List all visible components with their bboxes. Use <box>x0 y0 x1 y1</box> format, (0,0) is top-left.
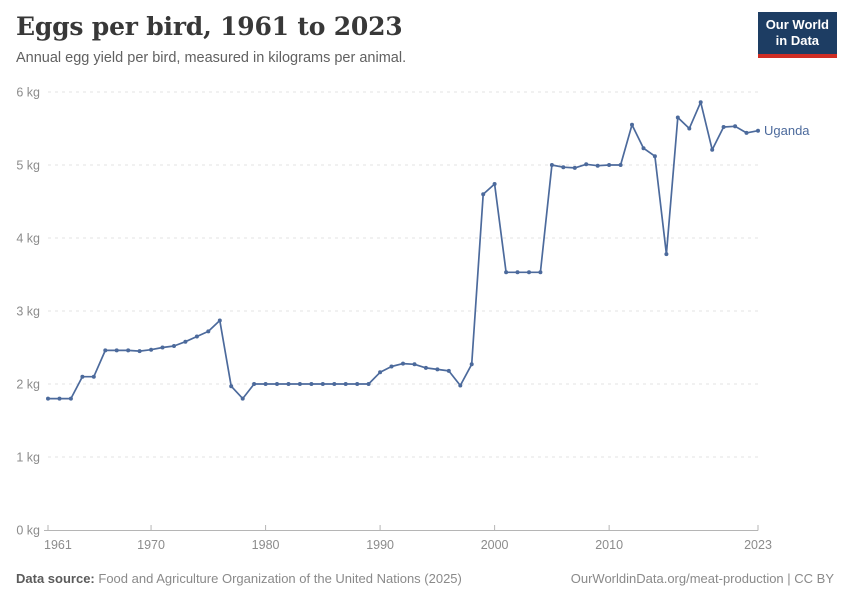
data-point <box>595 163 600 168</box>
x-axis-tick-label: 2000 <box>481 538 509 552</box>
data-point <box>252 382 257 386</box>
data-point <box>160 345 165 350</box>
data-point <box>412 362 417 367</box>
x-axis-tick-label: 2010 <box>595 538 623 552</box>
data-point <box>126 348 131 353</box>
data-point <box>401 361 405 366</box>
data-point <box>458 383 463 388</box>
data-point <box>618 163 623 167</box>
data-source-text: Food and Agriculture Organization of the… <box>98 571 462 586</box>
data-point <box>675 115 680 120</box>
data-point <box>469 362 474 367</box>
data-point <box>46 396 50 401</box>
data-point <box>389 364 394 369</box>
data-point <box>492 182 497 186</box>
chart-header: Eggs per bird, 1961 to 2023 Annual egg y… <box>16 12 750 66</box>
data-point <box>57 396 62 401</box>
data-point <box>733 124 738 129</box>
y-axis-tick-label: 6 kg <box>16 86 40 100</box>
x-axis-tick-label: 1980 <box>252 538 280 552</box>
data-point <box>366 382 371 386</box>
data-point <box>446 368 451 373</box>
y-axis-tick-label: 0 kg <box>16 524 40 538</box>
data-point <box>309 382 314 386</box>
data-point <box>183 339 188 344</box>
data-point <box>240 396 245 401</box>
x-axis-tick-label: 1990 <box>366 538 394 552</box>
data-point <box>343 382 348 386</box>
data-point <box>275 382 279 386</box>
data-point <box>194 334 199 339</box>
data-point <box>286 382 291 386</box>
data-point <box>561 165 566 170</box>
data-source-label: Data source: <box>16 571 95 586</box>
data-point <box>206 329 211 334</box>
data-point <box>572 165 577 170</box>
series-line <box>47 101 759 400</box>
data-point <box>756 128 760 133</box>
data-point <box>68 396 73 401</box>
data-point <box>607 163 612 167</box>
data-point <box>332 382 337 386</box>
data-point <box>320 382 325 386</box>
data-point <box>80 374 85 379</box>
data-point <box>698 100 703 105</box>
data-point <box>149 347 154 352</box>
chart-subtitle: Annual egg yield per bird, measured in k… <box>16 50 407 66</box>
page-title: Eggs per bird, 1961 to 2023 <box>16 12 403 41</box>
data-source-note: Data source: Food and Agriculture Organi… <box>16 571 462 586</box>
data-point <box>229 384 234 389</box>
data-point <box>378 370 383 375</box>
y-axis-tick-label: 5 kg <box>16 159 40 173</box>
data-point <box>103 348 108 353</box>
data-point <box>652 154 657 159</box>
data-point <box>744 130 749 135</box>
data-point <box>423 365 428 370</box>
data-point <box>710 147 715 152</box>
data-point <box>172 344 176 348</box>
data-point <box>263 382 268 386</box>
entity-label[interactable]: Uganda <box>764 123 810 138</box>
data-point <box>114 348 119 353</box>
data-point <box>435 367 440 372</box>
credit-link[interactable]: OurWorldinData.org/meat-production | CC … <box>570 571 834 586</box>
data-point <box>549 163 554 167</box>
owid-logo-line1: Our World <box>765 17 829 32</box>
data-point <box>527 270 531 275</box>
y-axis-tick-label: 2 kg <box>16 378 40 392</box>
x-axis-tick-label: 1970 <box>137 538 165 552</box>
data-point <box>721 125 726 129</box>
chart-footer: Data source: Food and Agriculture Organi… <box>16 571 834 586</box>
owid-logo-line2: in Data <box>775 33 820 49</box>
data-point <box>504 270 509 275</box>
data-point <box>355 382 360 386</box>
data-point <box>137 349 142 354</box>
data-point <box>584 162 589 167</box>
y-axis-tick-label: 3 kg <box>16 305 40 319</box>
data-point <box>630 122 634 127</box>
x-axis-tick-label: 2023 <box>744 538 772 552</box>
data-point <box>481 192 486 197</box>
y-axis-tick-label: 4 kg <box>16 232 40 246</box>
data-point <box>515 270 520 275</box>
data-point <box>538 270 543 275</box>
x-axis-tick-label: 1961 <box>44 538 72 552</box>
data-point <box>641 146 646 151</box>
data-point <box>297 382 302 386</box>
data-point <box>217 318 222 323</box>
owid-logo[interactable]: Our World in Data <box>757 12 837 58</box>
data-point <box>91 374 96 379</box>
y-axis-tick-label: 1 kg <box>16 451 40 465</box>
data-point <box>687 126 692 131</box>
data-point <box>664 252 669 257</box>
